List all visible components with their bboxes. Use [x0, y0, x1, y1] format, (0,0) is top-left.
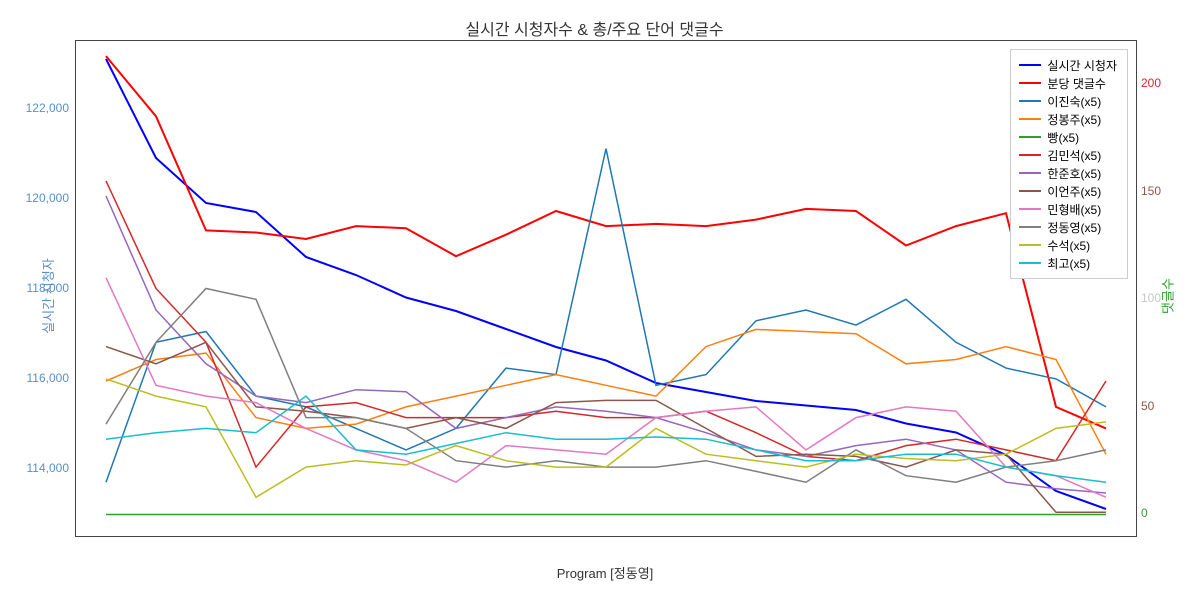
y-left-tick: 118,000 [27, 281, 70, 295]
y-left-tick: 122,000 [26, 101, 69, 115]
y-right-tick: 200 [1141, 76, 1161, 90]
legend-label: 정봉주(x5) [1047, 111, 1101, 128]
legend-item[interactable]: 분당 댓글수 [1019, 74, 1117, 92]
legend-item[interactable]: 민형배(x5) [1019, 200, 1117, 218]
legend-label: 한준호(x5) [1047, 165, 1101, 182]
plot-area: 실시간 시청자분당 댓글수이진숙(x5)정봉주(x5)빵(x5)김민석(x5)한… [75, 40, 1137, 537]
legend-swatch [1019, 226, 1041, 228]
legend-swatch [1019, 154, 1041, 156]
legend-swatch [1019, 100, 1041, 102]
chart-container: 실시간 시청자수 & 총/주요 단어 댓글수 실시간 시청자 댓글수 114,0… [0, 0, 1189, 592]
y-axis-right: 0 50 100 150 200 [1135, 40, 1189, 535]
y-right-tick: 150 [1141, 184, 1161, 198]
legend-label: 이진숙(x5) [1047, 93, 1101, 110]
x-axis-label: Program [정동영] [75, 563, 1135, 582]
y-axis-left: 114,000 116,000 118,000 120,000 122,000 [0, 40, 75, 535]
legend-item[interactable]: 수석(x5) [1019, 236, 1117, 254]
legend-label: 수석(x5) [1047, 237, 1090, 254]
legend-item[interactable]: 정동영(x5) [1019, 218, 1117, 236]
y-left-tick: 114,000 [27, 461, 70, 475]
legend-label: 이언주(x5) [1047, 183, 1101, 200]
legend-item[interactable]: 실시간 시청자 [1019, 56, 1117, 74]
legend-swatch [1019, 82, 1041, 84]
legend-item[interactable]: 빵(x5) [1019, 128, 1117, 146]
legend: 실시간 시청자분당 댓글수이진숙(x5)정봉주(x5)빵(x5)김민석(x5)한… [1010, 49, 1128, 279]
legend-label: 민형배(x5) [1047, 201, 1101, 218]
legend-swatch [1019, 190, 1041, 192]
legend-item[interactable]: 정봉주(x5) [1019, 110, 1117, 128]
series-line [106, 59, 1106, 509]
y-right-tick: 50 [1141, 399, 1154, 413]
legend-item[interactable]: 이진숙(x5) [1019, 92, 1117, 110]
legend-swatch [1019, 172, 1041, 174]
chart-title: 실시간 시청자수 & 총/주요 단어 댓글수 [0, 16, 1189, 40]
y-right-tick: 100 [1141, 291, 1161, 305]
legend-label: 최고(x5) [1047, 255, 1090, 272]
chart-lines-svg [76, 41, 1136, 536]
series-line [106, 56, 1106, 428]
legend-item[interactable]: 김민석(x5) [1019, 146, 1117, 164]
legend-swatch [1019, 244, 1041, 246]
legend-swatch [1019, 64, 1041, 66]
legend-swatch [1019, 136, 1041, 138]
y-left-tick: 120,000 [26, 191, 69, 205]
legend-item[interactable]: 한준호(x5) [1019, 164, 1117, 182]
series-line [106, 342, 1106, 512]
legend-swatch [1019, 208, 1041, 210]
legend-label: 정동영(x5) [1047, 219, 1101, 236]
series-line [106, 181, 1106, 467]
legend-label: 빵(x5) [1047, 129, 1079, 146]
legend-item[interactable]: 이언주(x5) [1019, 182, 1117, 200]
legend-label: 김민석(x5) [1047, 147, 1101, 164]
series-line [106, 278, 1106, 498]
legend-swatch [1019, 262, 1041, 264]
legend-label: 실시간 시청자 [1047, 57, 1117, 74]
series-line [106, 329, 1106, 454]
y-right-tick: 0 [1141, 506, 1148, 520]
y-left-tick: 116,000 [27, 371, 70, 385]
legend-swatch [1019, 118, 1041, 120]
series-line [106, 196, 1106, 493]
legend-label: 분당 댓글수 [1047, 75, 1106, 92]
legend-item[interactable]: 최고(x5) [1019, 254, 1117, 272]
